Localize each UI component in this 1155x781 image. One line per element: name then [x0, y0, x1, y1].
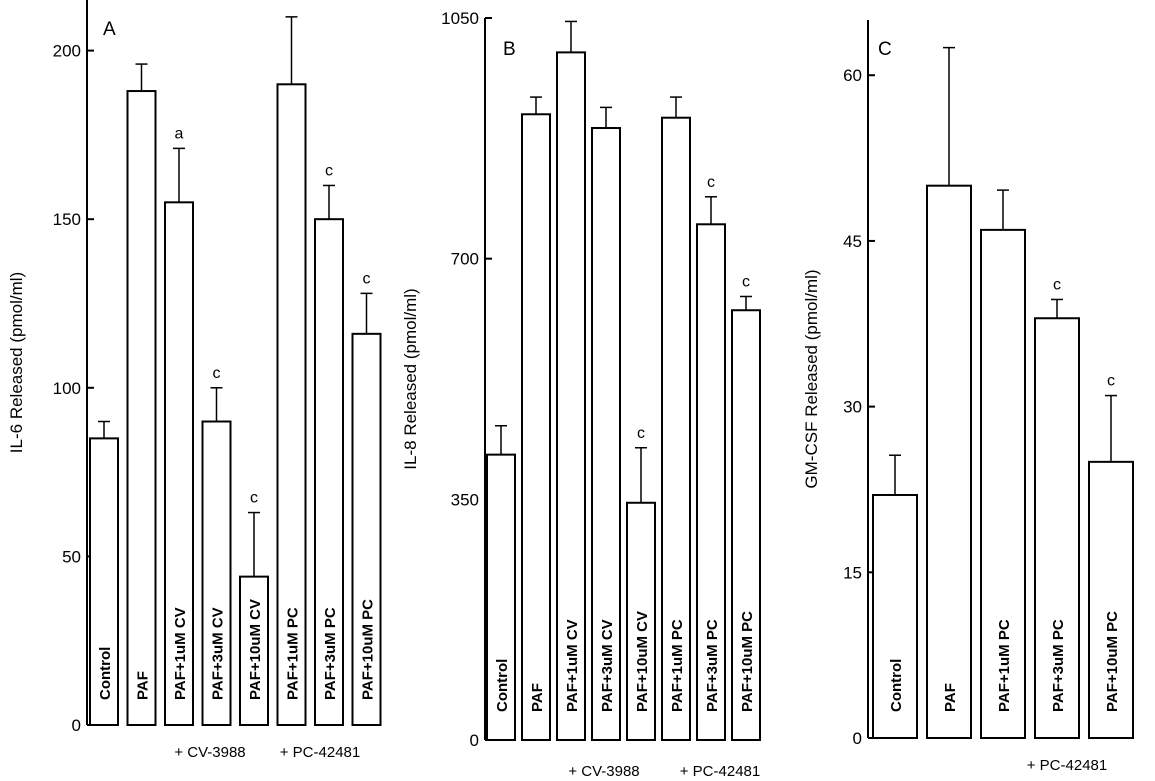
- bar: [521, 113, 551, 742]
- panel-letter: B: [503, 39, 516, 60]
- chart-panel-c: 0 15 30 45 60 GM-CSF Released (pmol/ml) C Contr…: [802, 20, 1134, 774]
- group-label: + PC-42481: [280, 744, 360, 761]
- bar: [731, 309, 761, 741]
- y-axis-title: IL-8 Released (pmol/ml): [401, 288, 420, 469]
- category-label: PAF+3uM CV: [210, 607, 227, 700]
- y-tick-label: 45: [843, 232, 862, 251]
- y-tick-label: 15: [843, 563, 862, 582]
- category-label: PAF+1uM PC: [285, 607, 302, 700]
- significance-label: c: [707, 174, 715, 191]
- category-label: PAF+10uM CV: [634, 611, 651, 712]
- category-label: PAF+10uM PC: [739, 611, 756, 712]
- bar: [314, 218, 344, 727]
- y-tick-label: 200: [53, 42, 81, 61]
- significance-label: c: [742, 273, 750, 290]
- bar: [1034, 317, 1080, 739]
- y-tick-label: 0: [853, 729, 862, 748]
- y-tick-label: 0: [72, 716, 81, 735]
- group-label: + PC-42481: [680, 763, 760, 780]
- category-label: PAF+1uM PC: [669, 619, 686, 712]
- category-label: PAF+3uM PC: [704, 619, 721, 712]
- y-tick-label: 0: [470, 731, 479, 750]
- category-label: PAF+10uM PC: [360, 599, 377, 700]
- y-tick-label: 150: [53, 210, 81, 229]
- bar: [126, 90, 157, 726]
- chart-panel-b: 0 350 700 1050 IL-8 Released (pmol/ml) B Contr…: [401, 9, 761, 780]
- panel-letter: C: [878, 39, 892, 60]
- bar: [591, 127, 621, 741]
- significance-label: c: [1053, 276, 1061, 293]
- y-axis-title: IL-6 Released (pmol/ml): [7, 272, 26, 453]
- bar: [1088, 460, 1134, 739]
- category-label: PAF+1uM CV: [172, 607, 189, 700]
- y-tick-label: 700: [451, 250, 479, 269]
- y-tick-label: 50: [62, 547, 81, 566]
- category-label: Control: [97, 647, 114, 700]
- category-label: PAF+1uM PC: [996, 619, 1013, 712]
- category-label: PAF: [942, 683, 959, 712]
- group-label: + CV-3988: [568, 763, 639, 780]
- bar: [661, 116, 691, 741]
- bar: [556, 51, 586, 741]
- significance-label: a: [175, 125, 184, 142]
- panel-letter: A: [103, 19, 116, 40]
- y-tick-label: 100: [53, 379, 81, 398]
- group-label: + CV-3988: [174, 744, 245, 761]
- category-label: PAF: [135, 671, 152, 700]
- y-axis-title: GM-CSF Released (pmol/ml): [802, 269, 821, 488]
- category-label: PAF: [529, 683, 546, 712]
- y-tick-label: 350: [451, 490, 479, 509]
- bar: [239, 575, 269, 727]
- chart-panel-a: 0 50 100 150 200 IL-6 Released (pmol/ml) A Cont…: [7, 0, 382, 761]
- bar: [980, 228, 1026, 739]
- significance-label: c: [1107, 373, 1115, 390]
- category-label: PAF+3uM PC: [322, 607, 339, 700]
- significance-label: c: [250, 490, 258, 507]
- bar: [351, 332, 382, 726]
- significance-label: c: [325, 162, 333, 179]
- significance-label: c: [637, 425, 645, 442]
- category-label: PAF+10uM CV: [247, 599, 264, 700]
- group-label: + PC-42481: [1027, 757, 1107, 774]
- category-label: PAF+3uM CV: [599, 619, 616, 712]
- category-label: PAF+10uM PC: [1104, 611, 1121, 712]
- significance-label: c: [363, 270, 371, 287]
- y-tick-label: 1050: [441, 9, 479, 28]
- y-tick-label: 30: [843, 398, 862, 417]
- bar: [926, 184, 972, 739]
- category-label: PAF+1uM CV: [564, 619, 581, 712]
- y-tick-label: 60: [843, 66, 862, 85]
- significance-label: c: [213, 365, 221, 382]
- category-label: Control: [888, 659, 905, 712]
- bar: [276, 83, 307, 727]
- bar: [626, 501, 656, 741]
- category-label: PAF+3uM PC: [1050, 619, 1067, 712]
- category-label: Control: [494, 659, 511, 712]
